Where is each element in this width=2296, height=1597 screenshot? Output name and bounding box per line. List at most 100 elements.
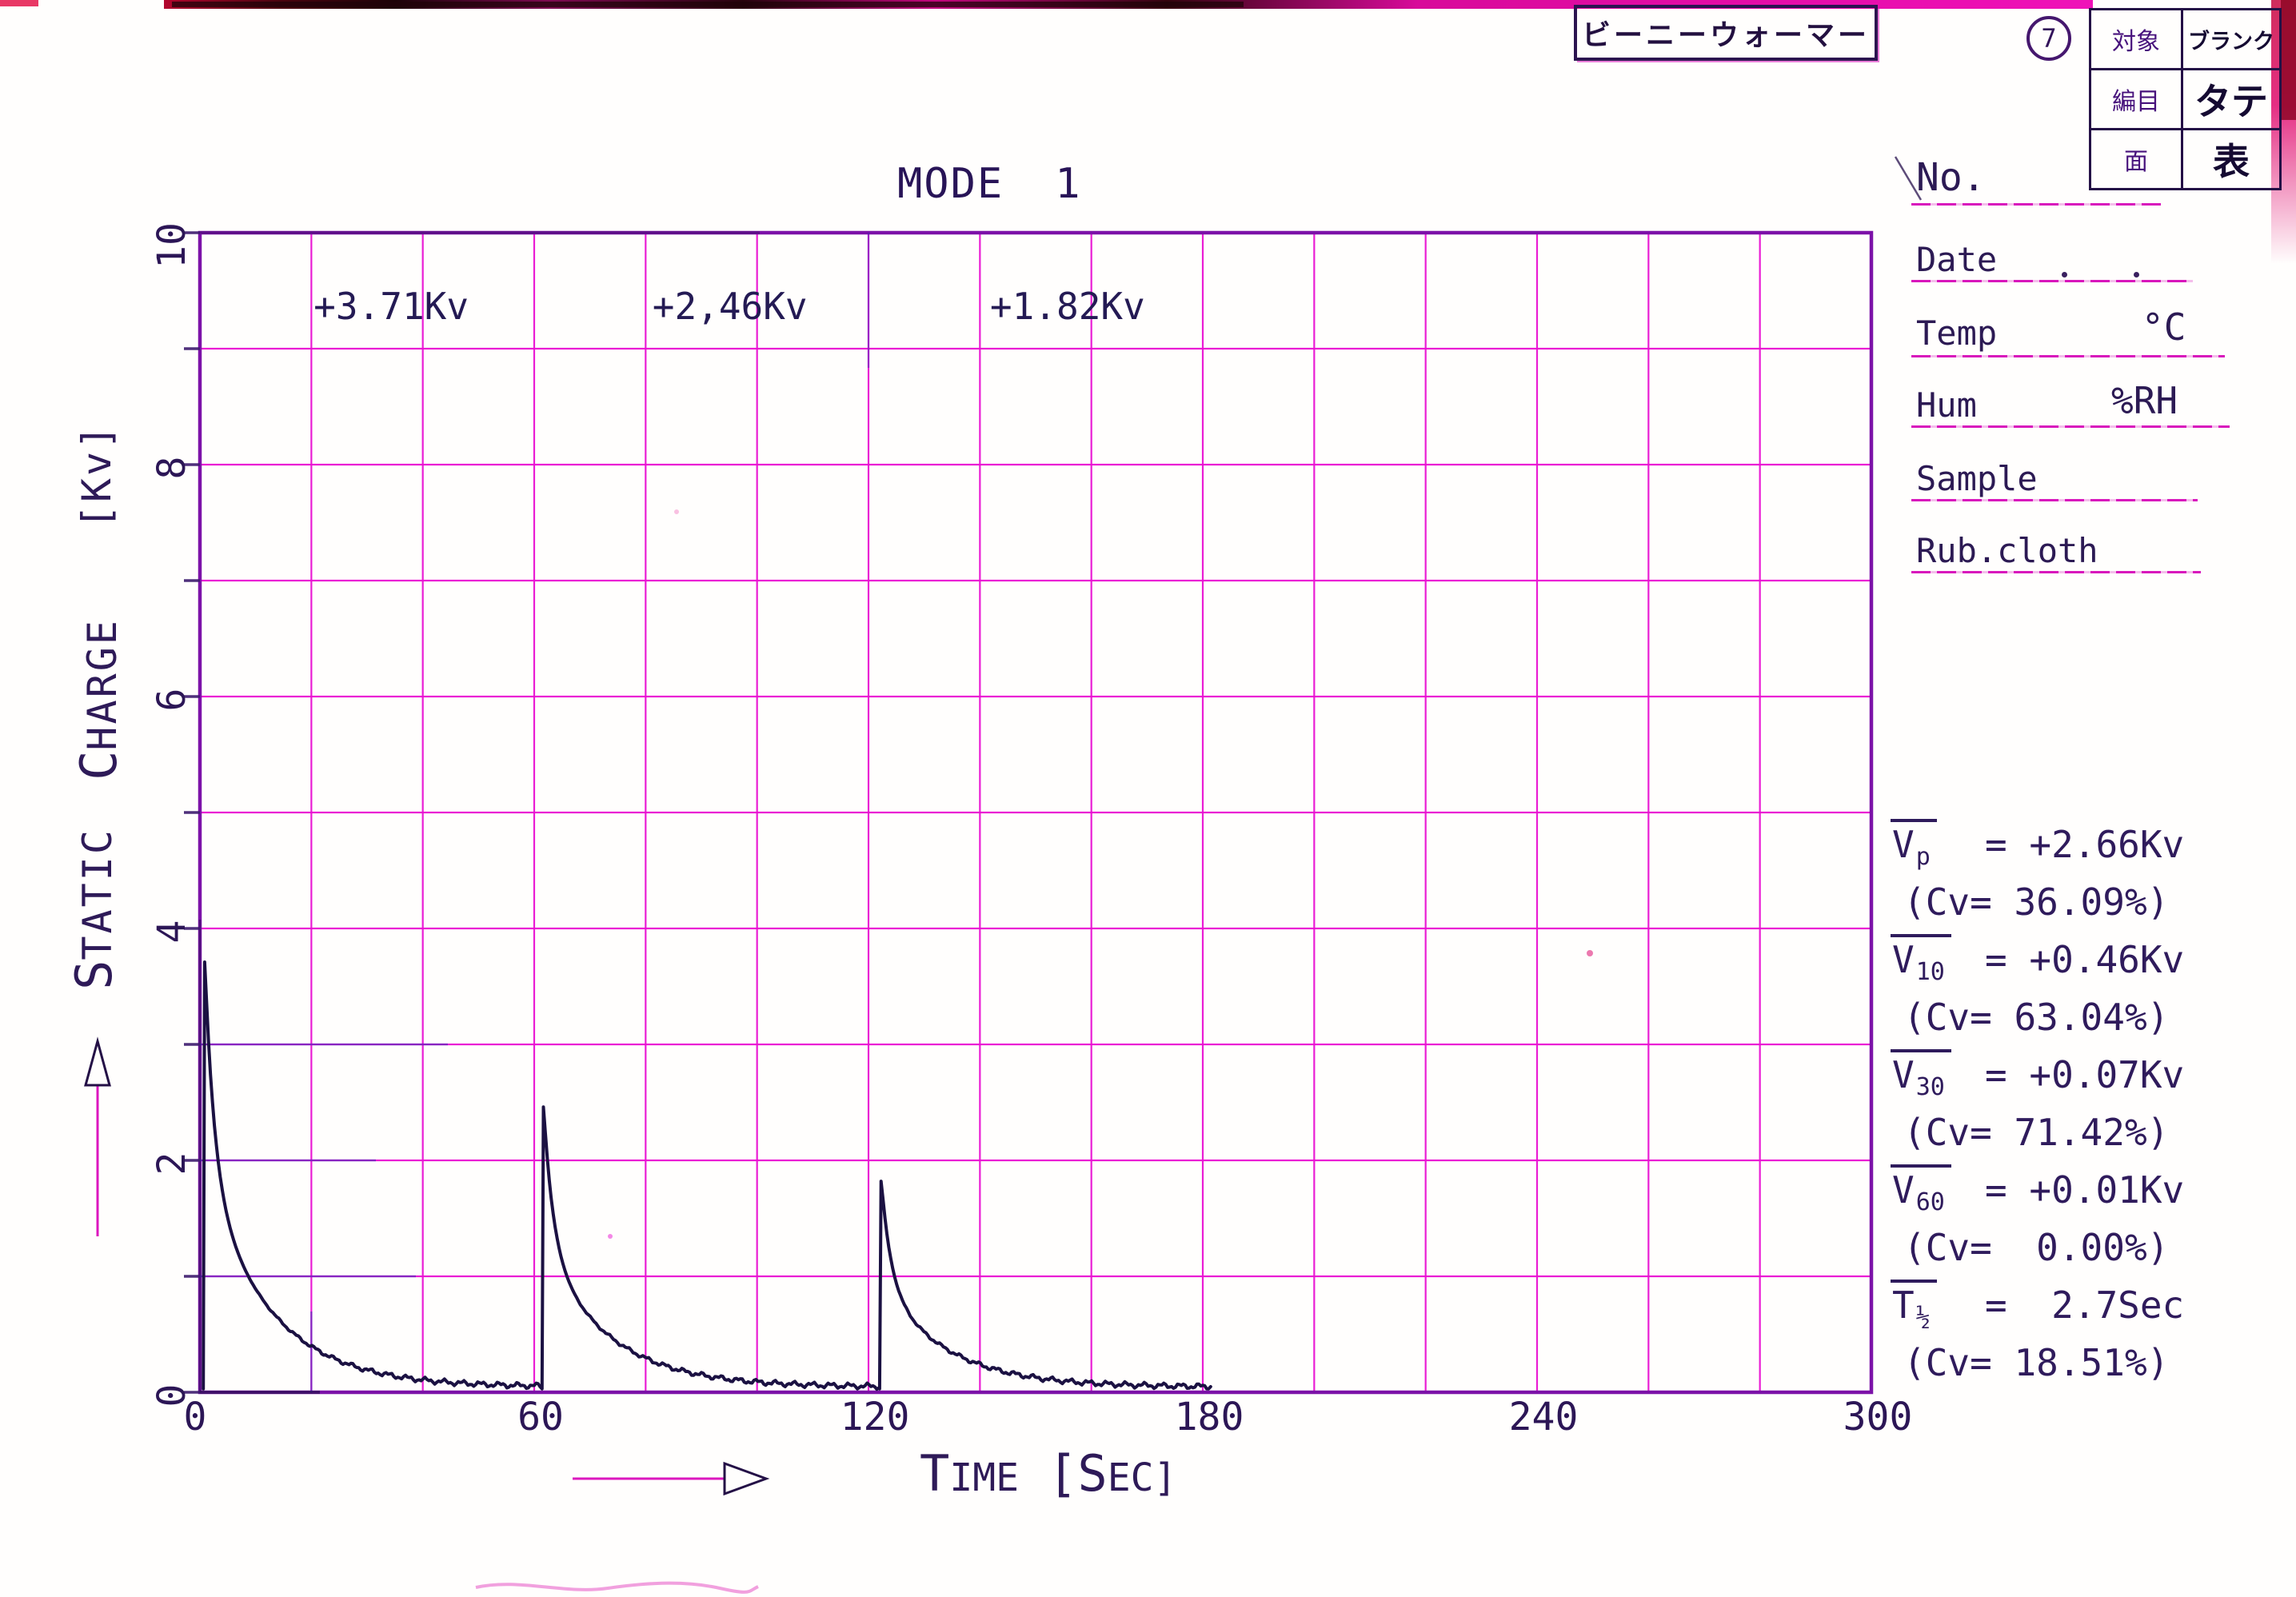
stat-value-line: Vp = +2.66Kv bbox=[1891, 816, 2184, 873]
page-number: 7 bbox=[2041, 23, 2057, 54]
stat-var-overline: T½ bbox=[1891, 1280, 1937, 1331]
chart-title-number: 1 bbox=[1055, 160, 1082, 208]
x-axis-arrow-head bbox=[723, 1461, 770, 1496]
stat-value: = +0.46Kv bbox=[1985, 938, 2185, 981]
stat-var-name: V bbox=[1892, 1053, 1915, 1096]
x-tick-label: 0 bbox=[183, 1395, 207, 1439]
peak-label: +1.82Kv bbox=[989, 285, 1145, 328]
product-stamp-box: ビーニーウォーマー bbox=[1574, 5, 1878, 61]
stat-var-subscript: p bbox=[1915, 843, 1931, 871]
scan-corner-mark bbox=[0, 0, 38, 6]
field-rubcloth-label: Rub.cloth bbox=[1916, 531, 2098, 570]
field-temp-underline bbox=[1911, 355, 2225, 357]
scan-slash-mark bbox=[1894, 156, 1923, 201]
scan-right-blotch-core bbox=[2281, 0, 2296, 120]
stat-var-subscript: ½ bbox=[1915, 1304, 1931, 1331]
stat-var-box: V10 bbox=[1891, 934, 1974, 986]
x-axis-title-part: T bbox=[920, 1444, 950, 1503]
stat-cv-line: (Cv= 0.00%) bbox=[1891, 1219, 2184, 1276]
stat-value-line: T½ = 2.7Sec bbox=[1891, 1276, 2184, 1334]
date-separator-dot bbox=[2062, 272, 2067, 277]
peak-label: +3.71Kv bbox=[313, 285, 469, 328]
field-no-label: No. bbox=[1916, 155, 1986, 200]
stat-var-box: Vp bbox=[1891, 819, 1974, 871]
spec-value-target: ブランク bbox=[2181, 8, 2282, 70]
spec-value-weave: タテ bbox=[2181, 68, 2282, 130]
stat-cv-line: (Cv= 18.51%) bbox=[1891, 1334, 2184, 1391]
stat-var-overline: V30 bbox=[1891, 1049, 1951, 1101]
scan-dot bbox=[674, 509, 679, 514]
field-hum-unit: %RH bbox=[2111, 379, 2178, 422]
field-temp-unit: °C bbox=[2142, 305, 2186, 349]
x-tick-label: 180 bbox=[1174, 1395, 1244, 1439]
field-hum-underline bbox=[1911, 425, 2230, 428]
x-axis-title-part: [S bbox=[1048, 1444, 1108, 1503]
stat-cv-text: (Cv= 36.09%) bbox=[1903, 880, 2170, 924]
stat-var-overline: V60 bbox=[1891, 1164, 1951, 1216]
stat-cv-text: (Cv= 71.42%) bbox=[1903, 1111, 2170, 1154]
y-tick-label: 6 bbox=[150, 688, 194, 712]
y-axis-word-initial: C bbox=[69, 750, 128, 781]
scan-edge-strip-dark bbox=[172, 2, 1244, 7]
stat-var-subscript: 60 bbox=[1915, 1188, 1945, 1216]
y-tick-label: 8 bbox=[150, 456, 194, 480]
stat-var-subscript: 30 bbox=[1915, 1073, 1945, 1101]
stat-cv-text: (Cv= 0.00%) bbox=[1903, 1226, 2170, 1269]
stat-var-name: V bbox=[1892, 938, 1915, 981]
stat-cv-line: (Cv= 63.04%) bbox=[1891, 988, 2184, 1046]
product-stamp-text: ビーニーウォーマー bbox=[1581, 19, 1870, 52]
stat-cv-text: (Cv= 63.04%) bbox=[1903, 996, 2170, 1039]
chart-title: MODE 1 bbox=[897, 160, 1082, 208]
stat-var-box: V60 bbox=[1891, 1164, 1974, 1216]
field-date-underline bbox=[1911, 280, 2193, 282]
y-axis-word-static: STATIC bbox=[65, 828, 123, 990]
stat-value-line: V60 = +0.01Kv bbox=[1891, 1161, 2184, 1219]
y-axis-units-text: [Kv] bbox=[74, 422, 121, 529]
x-tick-label: 120 bbox=[840, 1395, 910, 1439]
y-axis-word-initial: S bbox=[64, 960, 123, 990]
spec-table: 対象 ブランク 編目 タテ 面 表 bbox=[2089, 8, 2282, 190]
stat-var-box: V30 bbox=[1891, 1049, 1974, 1101]
spec-label-face: 面 bbox=[2089, 128, 2183, 190]
y-tick-label: 0 bbox=[150, 1383, 194, 1407]
spec-label-weave: 編目 bbox=[2089, 68, 2183, 130]
x-tick-label: 240 bbox=[1508, 1395, 1579, 1439]
field-sample-underline bbox=[1911, 499, 2198, 501]
field-temp-label: Temp bbox=[1916, 313, 1998, 353]
y-tick-label: 10 bbox=[150, 222, 194, 269]
stat-value-line: V30 = +0.07Kv bbox=[1891, 1046, 2184, 1104]
y-axis-units: [Kv] bbox=[74, 423, 120, 529]
stat-var-overline: Vp bbox=[1891, 819, 1937, 871]
stat-var-name: V bbox=[1892, 823, 1915, 866]
chart-title-word: MODE bbox=[897, 160, 1004, 208]
stat-cv-line: (Cv= 71.42%) bbox=[1891, 1104, 2184, 1161]
stat-var-subscript: 10 bbox=[1915, 958, 1945, 986]
decay-trace bbox=[202, 960, 1212, 1391]
stat-value: = 2.7Sec bbox=[1985, 1284, 2185, 1327]
field-sample-label: Sample bbox=[1916, 459, 2038, 498]
stat-var-overline: V10 bbox=[1891, 934, 1951, 986]
y-tick-label: 2 bbox=[150, 1152, 194, 1176]
x-tick-label: 300 bbox=[1843, 1395, 1913, 1439]
stat-value: = +2.66Kv bbox=[1985, 823, 2185, 866]
stat-value: = +0.07Kv bbox=[1985, 1053, 2185, 1096]
y-axis-word-rest: HARGE bbox=[78, 618, 126, 751]
table-row: 対象 ブランク bbox=[2089, 8, 2282, 70]
table-row: 面 表 bbox=[2089, 128, 2282, 190]
stat-cv-text: (Cv= 18.51%) bbox=[1903, 1341, 2170, 1384]
y-axis-arrow-head bbox=[84, 1036, 111, 1087]
y-axis-word-charge: CHARGE bbox=[70, 618, 128, 781]
date-separator-dot bbox=[2134, 272, 2139, 277]
stat-value-line: V10 = +0.46Kv bbox=[1891, 931, 2184, 988]
x-axis-title-part: EC] bbox=[1107, 1455, 1177, 1500]
table-row: 編目 タテ bbox=[2089, 68, 2282, 130]
field-rubcloth-underline bbox=[1911, 571, 2201, 573]
x-axis-title: TIME [SEC] bbox=[920, 1444, 1176, 1503]
y-axis-word-rest: TATIC bbox=[74, 828, 121, 960]
scan-dot bbox=[1587, 950, 1593, 956]
page-number-badge: 7 bbox=[2026, 16, 2071, 61]
scan-dot bbox=[608, 1234, 613, 1239]
field-no-underline bbox=[1911, 203, 2161, 206]
